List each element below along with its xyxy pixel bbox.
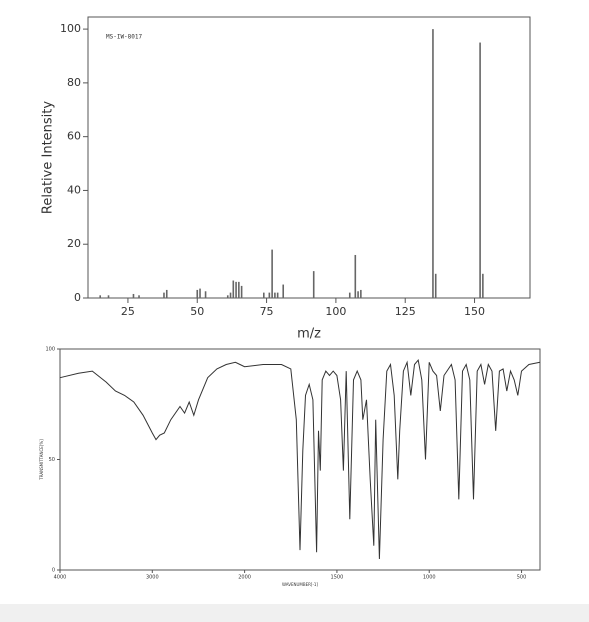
y-tick-label: 100: [60, 22, 81, 35]
y-tick-label: 0: [52, 568, 55, 574]
peak: [360, 289, 362, 298]
peak: [357, 291, 359, 298]
peak: [268, 292, 271, 298]
peak: [482, 273, 484, 298]
peak: [479, 42, 481, 298]
peak: [354, 254, 357, 298]
x-tick-label: 150: [464, 305, 485, 318]
x-tick-label: 4000: [54, 575, 67, 581]
footer-band: [0, 604, 589, 622]
peak: [226, 295, 229, 298]
peak: [312, 271, 315, 298]
x-tick-label: 100: [325, 305, 346, 318]
y-axis-label: Relative Intensity: [41, 101, 56, 214]
peak: [240, 285, 243, 298]
peak: [204, 291, 207, 298]
peak: [348, 292, 351, 298]
x-tick-label: 500: [517, 575, 527, 581]
peak: [99, 295, 102, 298]
x-tick-label: 1000: [423, 575, 436, 581]
x-tick-label: 75: [260, 305, 274, 318]
y-tick-label: 80: [67, 76, 81, 89]
annotation: MS-IW-8017: [106, 34, 143, 41]
peak: [107, 295, 110, 298]
peak: [282, 284, 285, 298]
y-tick-label: 60: [67, 130, 81, 143]
y-tick-label: 100: [45, 347, 55, 353]
spectrum-line: [59, 358, 541, 560]
peak: [232, 280, 235, 298]
peak: [196, 289, 199, 298]
x-tick-label: 50: [190, 305, 204, 318]
x-axis-label: WAVENUMBER[-1]: [282, 582, 318, 587]
peak: [434, 273, 437, 298]
y-tick-label: 0: [74, 291, 81, 304]
x-tick-label: 125: [395, 305, 416, 318]
peak: [271, 249, 273, 298]
x-tick-label: 25: [121, 305, 135, 318]
x-axis-label: m/z: [297, 327, 321, 342]
charts: 0 20 40 60 80 100 25 50 75 100 125 150 m/z Relative I…: [39, 16, 541, 587]
peak: [165, 289, 168, 298]
peak: [229, 292, 232, 298]
x-tick-label: 3000: [146, 575, 159, 581]
plot-frame: [87, 16, 531, 299]
peak: [138, 295, 140, 298]
peak: [276, 292, 279, 298]
y-tick-label: 50: [49, 457, 55, 463]
peak: [163, 292, 165, 298]
x-tick-label: 2000: [238, 575, 251, 581]
y-axis-label: TRANSMITTANCE[%]: [39, 439, 44, 481]
peak: [235, 281, 237, 298]
peak: [263, 292, 265, 298]
peak: [132, 293, 135, 298]
peak: [274, 292, 276, 298]
peak: [199, 288, 201, 298]
y-tick-label: 20: [67, 237, 81, 250]
x-tick-label: 1500: [331, 575, 344, 581]
y-tick-label: 40: [67, 183, 81, 196]
peak: [238, 281, 240, 298]
peak: [432, 29, 434, 299]
